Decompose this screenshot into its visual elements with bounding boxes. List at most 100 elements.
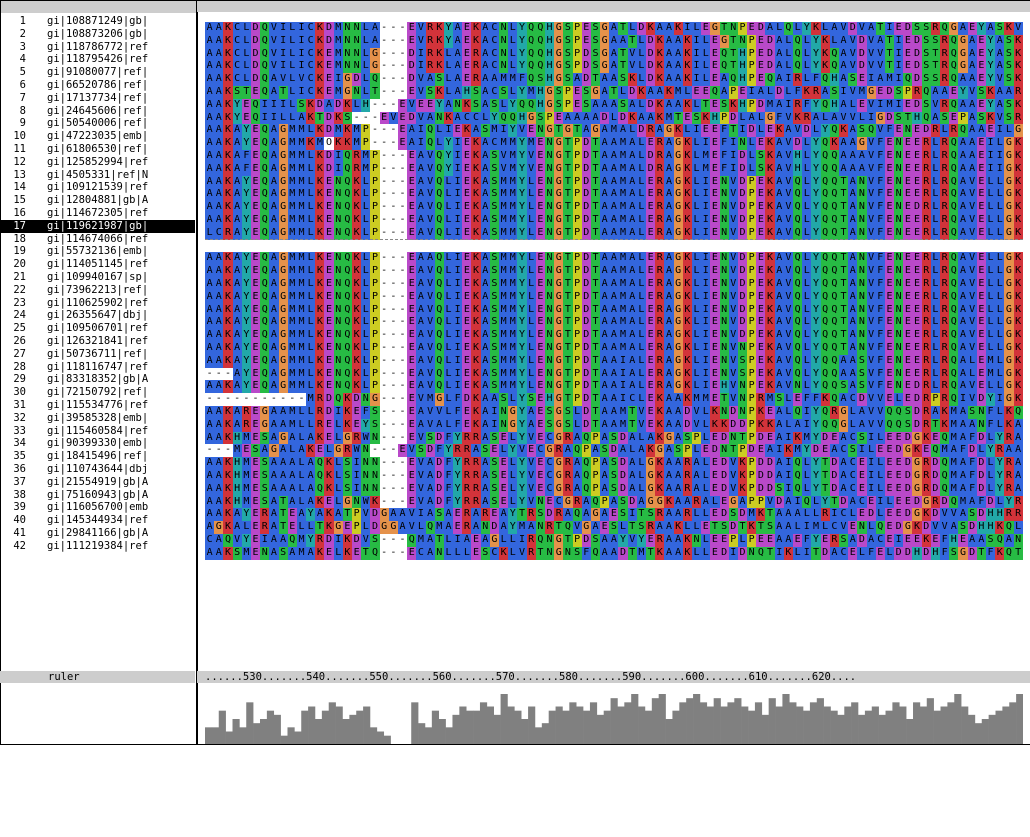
- conservation-bar: [376, 731, 385, 744]
- sequence-name-row[interactable]: 11 gi|61806530|ref|: [0, 143, 195, 156]
- sequence-name-row[interactable]: 42 gi|111219384|ref: [0, 540, 195, 553]
- conservation-bar: [211, 727, 220, 744]
- sequence-name-row[interactable]: 3 gi|118786772|ref: [0, 41, 195, 54]
- sequence-name-row[interactable]: 37 gi|21554919|gb|A: [0, 476, 195, 489]
- sequence-name-row[interactable]: 6 gi|66520786|ref|: [0, 79, 195, 92]
- conservation-bar: [885, 710, 893, 744]
- sequence-name: gi|110743644|dbj: [47, 463, 149, 475]
- sequence-alignment-panel[interactable]: [197, 0, 1030, 745]
- sequence-name-row[interactable]: 29 gi|83318352|gb|A: [0, 373, 195, 386]
- row-number: 37: [13, 475, 26, 488]
- sequence-name-row[interactable]: 16 gi|114672305|ref: [0, 207, 195, 220]
- sequence-name-row[interactable]: 17 gi|119621987|gb|: [0, 219, 195, 233]
- sequence-name-row[interactable]: 21 gi|109940167|sp|: [0, 271, 195, 284]
- sequence-name-row[interactable]: 12 gi|125852994|ref: [0, 156, 195, 169]
- sequence-name-row[interactable]: 15 gi|12804881|gb|A: [0, 194, 195, 207]
- row-number: 41: [13, 527, 26, 539]
- conservation-bar: [445, 727, 453, 744]
- sequence-name: gi|24645606|ref|: [47, 104, 149, 117]
- conservation-histogram: [205, 694, 1023, 744]
- sequence-name-row[interactable]: 8 gi|24645606|ref|: [0, 105, 195, 118]
- conservation-bar: [954, 694, 962, 744]
- sequence-name-row[interactable]: 27 gi|50736711|ref|: [0, 348, 195, 361]
- sequence-name-row[interactable]: 36 gi|110743644|dbj: [0, 463, 195, 476]
- sequence-name-row[interactable]: 41 gi|29841166|gb|A: [0, 527, 195, 540]
- sequence-name-row[interactable]: 20 gi|114051145|ref: [0, 258, 195, 271]
- sequence-name-row[interactable]: 9 gi|50540006|ref|: [0, 117, 195, 130]
- sequence-name-row[interactable]: 22 gi|73962213|ref|: [0, 284, 195, 297]
- sequence-name-row[interactable]: 35 gi|18415496|ref|: [0, 450, 195, 463]
- sequence-name-row[interactable]: 4 gi|118795426|ref: [0, 53, 195, 66]
- sequence-name-row[interactable]: 39 gi|116056700|emb: [0, 501, 195, 514]
- sequence-name-row[interactable]: 24 gi|26355647|dbj|: [0, 309, 195, 322]
- sequence-name-row[interactable]: 38 gi|75160943|gb|A: [0, 489, 195, 502]
- sequence-name-row[interactable]: 32 gi|39585328|emb|: [0, 412, 195, 425]
- sequence-name-row[interactable]: 23 gi|110625902|ref: [0, 297, 195, 310]
- sequence-name-row[interactable]: 13 gi|4505331|ref|N: [0, 169, 195, 182]
- sequence-name-row[interactable]: 7 gi|17137734|ref|: [0, 92, 195, 105]
- sequence-name-row[interactable]: 31 gi|115534776|ref: [0, 399, 195, 412]
- conservation-bar: [713, 698, 721, 744]
- sequence-name-row[interactable]: 40 gi|145344934|ref: [0, 514, 195, 527]
- row-number: 2: [19, 27, 26, 40]
- sequence-name-row[interactable]: 26 gi|126321841|ref: [0, 335, 195, 348]
- sequence-name-row[interactable]: 25 gi|109506701|ref: [0, 322, 195, 335]
- sequence-name-row[interactable]: 14 gi|109121539|ref: [0, 181, 195, 194]
- sequence-name-row[interactable]: 33 gi|115460584|ref: [0, 425, 195, 438]
- sequence-name-row[interactable]: 34 gi|90399330|emb|: [0, 437, 195, 450]
- conservation-bar: [871, 706, 879, 744]
- sequence-name: gi|109121539|ref: [47, 181, 149, 194]
- row-number: 31: [13, 399, 26, 411]
- sequence-name-row[interactable]: 2 gi|108873206|gb|: [0, 28, 195, 41]
- sequence-name-row[interactable]: 1 gi|108871249|gb|: [0, 15, 195, 28]
- sequence-name-row[interactable]: 30 gi|72150792|ref|: [0, 386, 195, 399]
- sequence-name-row[interactable]: 28 gi|118116747|ref: [0, 361, 195, 374]
- sequence-name-panel[interactable]: [0, 0, 198, 745]
- sequence-name-row[interactable]: 19 gi|55732136|emb|: [0, 245, 195, 258]
- sequence-name-row[interactable]: 10 gi|47223035|emb|: [0, 130, 195, 143]
- sequence-name-row[interactable]: 5 gi|91080077|ref|: [0, 66, 195, 79]
- sequence-name-row[interactable]: 18 gi|114674066|ref: [0, 233, 195, 246]
